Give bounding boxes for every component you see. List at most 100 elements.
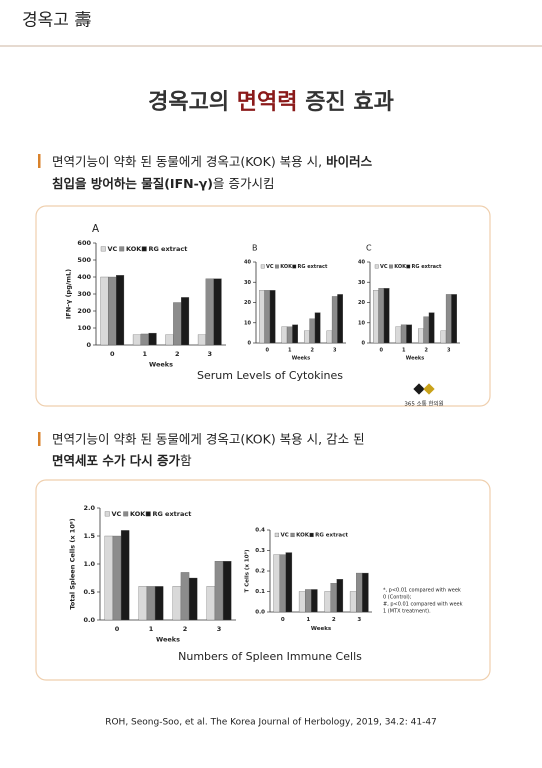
- bar: [206, 586, 216, 621]
- panel-label: A: [92, 223, 100, 235]
- bar: [222, 561, 232, 621]
- title-highlight: 면역력: [237, 90, 298, 115]
- bar: [362, 572, 369, 613]
- bar: [305, 589, 312, 613]
- x-tick-label: 1: [306, 617, 310, 623]
- chart: 0.0 0.1 0.2 0.3 0.4 0 1 2 3 Weeks T Cells (x 10⁸) V…: [243, 528, 372, 632]
- bar: [273, 554, 280, 613]
- bar: [197, 334, 207, 346]
- footnote-line: 0 (Control);: [383, 595, 412, 601]
- y-tick-label: 30: [244, 280, 251, 286]
- y-tick-label: 10: [244, 320, 251, 326]
- x-axis-label: Weeks: [156, 636, 180, 644]
- bar: [140, 333, 149, 346]
- x-tick-label: 2: [425, 348, 429, 354]
- bar: [172, 586, 182, 621]
- y-tick-label: 40: [358, 260, 365, 266]
- bar: [292, 324, 299, 344]
- y-tick-label: 20: [244, 300, 251, 306]
- x-tick-label: 1: [142, 350, 147, 358]
- bar: [337, 294, 344, 344]
- title-prefix: 경옥고의: [148, 90, 237, 115]
- footnote-line: #, p<0.01 compared with week: [383, 602, 463, 608]
- chart: B 0 10 20 30 40 0 1 2 3 Weeks VC KOK RG extract: [244, 244, 346, 362]
- bar: [146, 586, 156, 621]
- bar: [112, 535, 122, 621]
- legend-label: VC: [266, 264, 274, 270]
- x-tick-label: 3: [207, 350, 212, 358]
- bar: [378, 288, 385, 344]
- y-tick-label: 0.0: [83, 616, 95, 624]
- footnote-line: *, p<0.01 compared with week: [383, 588, 461, 594]
- bar: [154, 586, 164, 621]
- bar: [400, 324, 407, 344]
- panel-label: C: [366, 244, 372, 253]
- bar: [165, 334, 174, 346]
- legend-label: RG extract: [412, 264, 443, 270]
- panel-label: B: [252, 244, 258, 253]
- y-tick-label: 0: [362, 341, 366, 347]
- section-marker: [38, 432, 41, 446]
- title-suffix: 증진 효과: [298, 90, 394, 115]
- legend-swatch: [389, 264, 393, 269]
- legend-label: KOK: [130, 510, 146, 518]
- x-tick-label: 0: [281, 617, 285, 623]
- y-axis-label: T Cells (x 10⁸): [243, 549, 250, 592]
- legend-label: VC: [108, 245, 118, 253]
- legend-label: RG extract: [315, 532, 348, 538]
- text-bold: 면역세포 수가 다시 증가: [52, 453, 181, 468]
- legend-swatch: [100, 246, 106, 252]
- section1-line2: 침입을 방어하는 물질(IFN-γ)을 증가시킴: [52, 176, 274, 191]
- bar: [417, 328, 424, 344]
- figure1-caption: Serum Levels of Cytokines: [197, 369, 343, 382]
- section1-line1: 면역기능이 약화 된 동물에게 경옥고(KOK) 복용 시, 바이러스: [52, 154, 373, 169]
- chart: C 0 10 20 30 40 0 1 2 3 Weeks VC KOK RG extract: [358, 244, 460, 362]
- y-tick-label: 0.5: [83, 588, 95, 596]
- bar: [100, 276, 109, 346]
- x-tick-label: 0: [266, 348, 270, 354]
- logo-text: 365 소통 한의원: [404, 400, 443, 408]
- bar: [383, 288, 390, 344]
- bar: [331, 296, 338, 344]
- header-title: 경옥고 壽: [22, 11, 91, 31]
- x-tick-label: 3: [217, 625, 222, 633]
- y-tick-label: 2.0: [83, 504, 95, 512]
- x-tick-label: 0: [110, 350, 115, 358]
- bar: [324, 591, 331, 613]
- bar: [213, 278, 222, 346]
- y-tick-label: 30: [358, 280, 365, 286]
- y-tick-label: 1.0: [83, 560, 95, 568]
- logo-icon: [413, 383, 435, 395]
- section2-line2: 면역세포 수가 다시 증가함: [52, 453, 192, 468]
- y-tick-label: 400: [77, 273, 91, 281]
- x-axis-label: Weeks: [292, 356, 310, 362]
- bar: [132, 334, 142, 346]
- bar: [326, 330, 333, 344]
- bar: [180, 297, 190, 346]
- y-tick-label: 600: [77, 239, 91, 247]
- legend-swatch: [141, 246, 147, 252]
- x-tick-label: 2: [175, 350, 180, 358]
- y-tick-label: 200: [77, 307, 91, 315]
- y-tick-label: 0.1: [255, 589, 265, 595]
- legend-label: RG extract: [152, 510, 191, 518]
- bar: [180, 572, 190, 621]
- bar: [205, 278, 214, 346]
- y-tick-label: 20: [358, 300, 365, 306]
- x-tick-label: 1: [402, 348, 406, 354]
- bar: [188, 577, 198, 621]
- legend-swatch: [274, 532, 279, 538]
- bar: [214, 561, 224, 621]
- bar: [303, 330, 310, 344]
- bar: [116, 275, 125, 346]
- bar: [138, 586, 148, 621]
- legend-label: KOK: [394, 264, 407, 270]
- y-tick-label: 40: [244, 260, 251, 266]
- x-tick-label: 3: [357, 617, 361, 623]
- bar: [336, 579, 344, 613]
- x-tick-label: 2: [183, 625, 188, 633]
- legend-swatch: [123, 511, 129, 517]
- y-tick-label: 300: [77, 290, 91, 298]
- legend-label: RG extract: [148, 245, 187, 253]
